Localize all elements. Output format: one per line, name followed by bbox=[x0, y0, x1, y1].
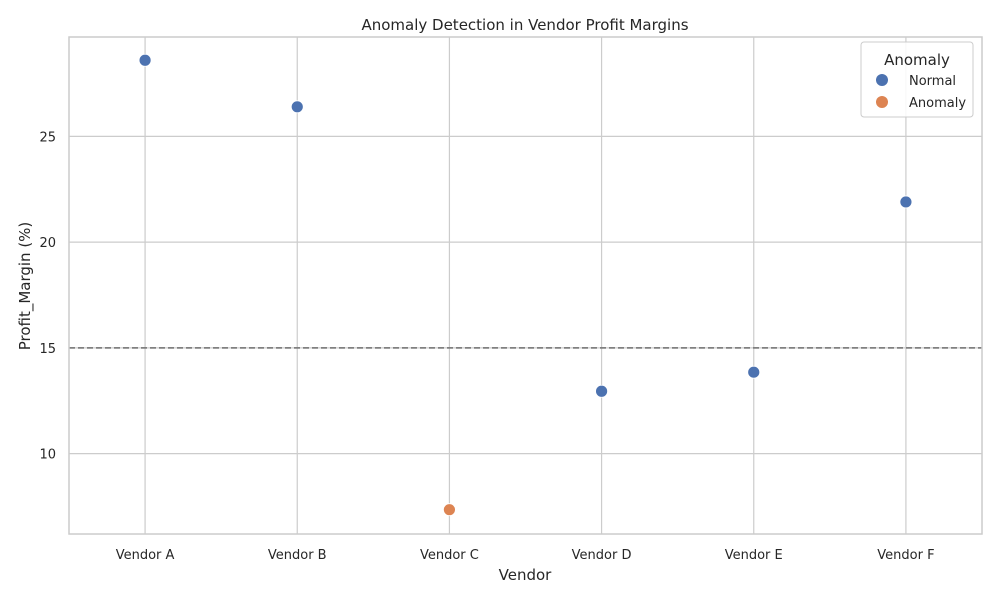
data-point-normal bbox=[138, 53, 152, 67]
x-tick-label: Vendor B bbox=[268, 548, 327, 563]
y-tick-label: 20 bbox=[39, 236, 56, 251]
y-axis-ticks: 10 15 20 25 bbox=[39, 130, 56, 462]
chart-title: Anomaly Detection in Vendor Profit Margi… bbox=[361, 16, 688, 34]
x-tick-label: Vendor E bbox=[725, 548, 783, 563]
legend-label-anomaly: Anomaly bbox=[909, 96, 966, 111]
data-points bbox=[138, 53, 913, 517]
data-point-normal bbox=[595, 384, 608, 398]
plot-area bbox=[68, 36, 983, 535]
legend-marker-normal bbox=[876, 74, 888, 86]
x-tick-label: Vendor A bbox=[116, 548, 175, 563]
x-axis-label: Vendor bbox=[499, 566, 553, 584]
y-tick-label: 15 bbox=[39, 342, 56, 357]
x-tick-label: Vendor C bbox=[420, 548, 479, 563]
y-tick-label: 10 bbox=[39, 448, 56, 463]
legend-marker-anomaly bbox=[876, 96, 888, 108]
legend-box bbox=[860, 41, 974, 118]
grid bbox=[69, 37, 982, 534]
y-tick-label: 25 bbox=[39, 130, 56, 145]
legend-label-normal: Normal bbox=[909, 74, 956, 89]
x-tick-label: Vendor F bbox=[877, 548, 934, 563]
x-tick-label: Vendor D bbox=[572, 548, 632, 563]
data-point-anomaly bbox=[443, 503, 456, 517]
x-axis-ticks: Vendor A Vendor B Vendor C Vendor D Vendor E… bbox=[116, 548, 935, 563]
data-point-normal bbox=[290, 100, 304, 114]
legend-title: Anomaly bbox=[884, 51, 950, 69]
y-axis-label: Profit_Margin (%) bbox=[16, 222, 35, 351]
data-point-normal bbox=[747, 365, 761, 379]
data-point-normal bbox=[899, 195, 913, 209]
legend: Anomaly Normal Anomaly bbox=[860, 41, 974, 118]
